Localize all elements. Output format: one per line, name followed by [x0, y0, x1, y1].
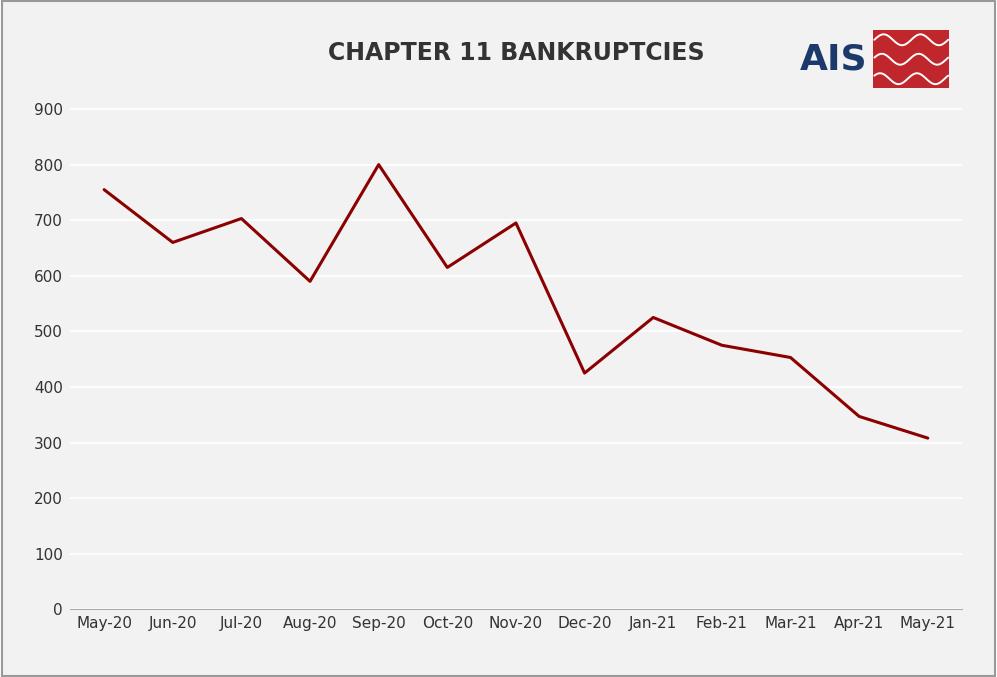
Title: CHAPTER 11 BANKRUPTCIES: CHAPTER 11 BANKRUPTCIES: [328, 41, 704, 66]
Text: AIS: AIS: [800, 42, 867, 77]
Bar: [873, 30, 949, 89]
